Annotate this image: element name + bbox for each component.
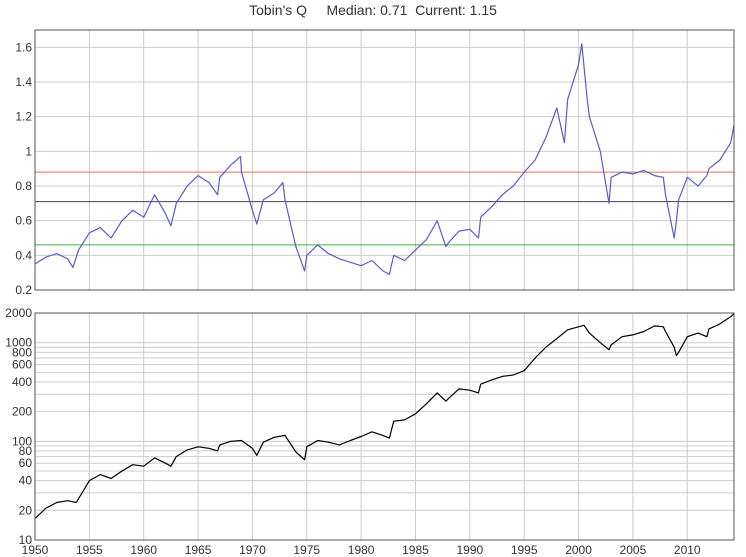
q-y-tick-label: 1.6: [15, 40, 32, 54]
price-x-tick-label: 1990: [456, 543, 483, 557]
q-y-tick-label: 0.2: [15, 283, 32, 297]
price-x-tick-label: 1955: [76, 543, 103, 557]
price-y-tick-label: 80: [19, 444, 33, 458]
price-x-tick-label: 1975: [293, 543, 320, 557]
price-x-tick-label: 2000: [565, 543, 592, 557]
chart-title: Tobin's Q Median: 0.71 Current: 1.15: [249, 2, 497, 18]
price-series-line: [34, 313, 735, 519]
q-y-tick-label: 1.2: [15, 110, 32, 124]
price-y-tick-label: 400: [12, 375, 32, 389]
q-y-tick-label: 0.4: [15, 248, 32, 262]
price-y-tick-label: 100: [12, 434, 32, 448]
price-y-tick-label: 200: [12, 405, 32, 419]
price-y-tick-label: 600: [12, 358, 32, 372]
price-x-tick-label: 1965: [185, 543, 212, 557]
price-y-tick-label: 2000: [5, 306, 32, 320]
q-panel: 0.2 0.4 0.6 0.8 1 1.2 1.4 1.6: [15, 29, 735, 297]
price-y-tick-label: 1000: [5, 336, 32, 350]
q-y-tick-label: 0.6: [15, 214, 32, 228]
price-x-tick-label: 1960: [130, 543, 157, 557]
price-x-tick-label: 2010: [674, 543, 701, 557]
price-x-tick-label: 1980: [348, 543, 375, 557]
price-y-tick-label: 10: [19, 533, 33, 547]
price-x-tick-label: 1995: [511, 543, 538, 557]
price-x-tick-label: 1985: [402, 543, 429, 557]
price-frame: [34, 312, 735, 541]
price-x-tick-label: 2005: [620, 543, 647, 557]
q-series-line: [34, 43, 735, 275]
price-x-tick-label: 1970: [239, 543, 266, 557]
q-y-tick-label: 1.4: [15, 75, 32, 89]
price-y-tick-label: 800: [12, 345, 32, 359]
q-frame: [34, 29, 735, 291]
price-y-tick-label: 60: [19, 456, 33, 470]
price-y-tick-label: 20: [19, 503, 33, 517]
price-y-tick-label: 40: [19, 474, 33, 488]
q-y-tick-label: 0.8: [15, 179, 32, 193]
price-x-tick-label: 1950: [22, 543, 49, 557]
q-y-tick-label: 1: [25, 144, 32, 158]
